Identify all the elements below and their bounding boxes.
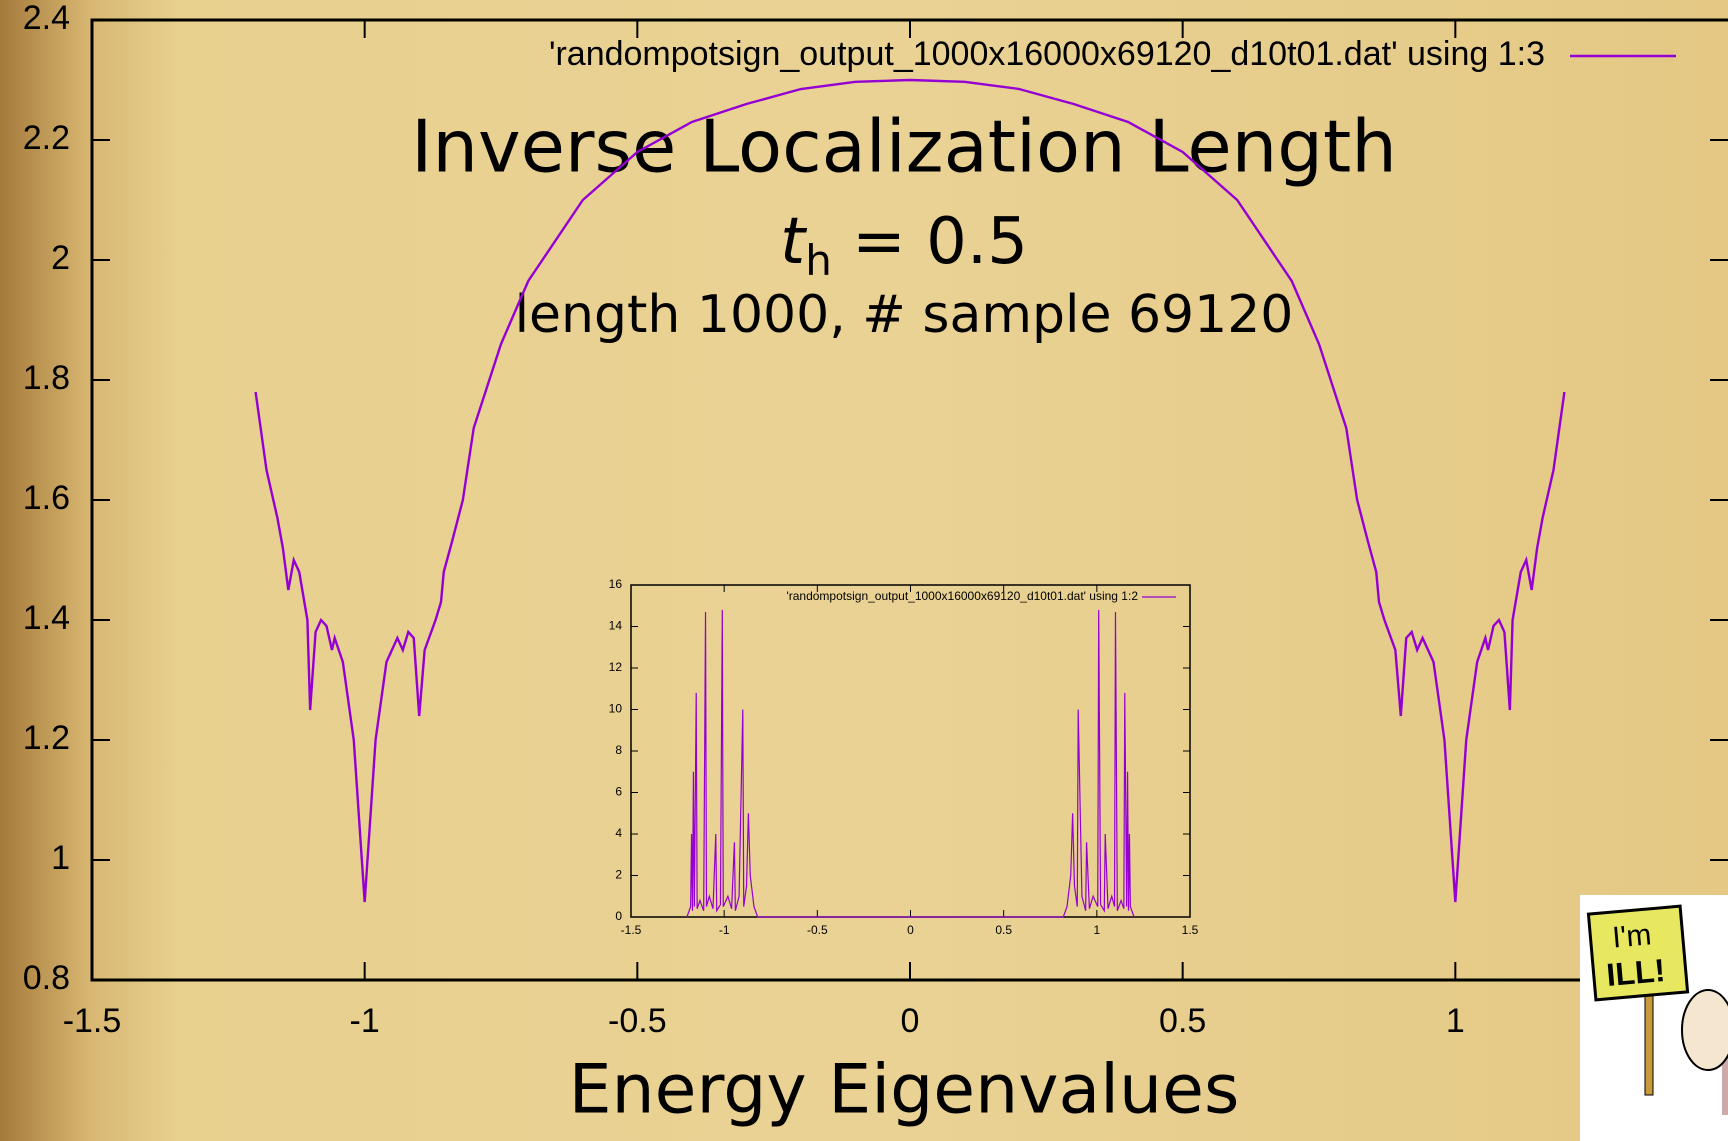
chart-title: Inverse Localization Length: [411, 105, 1397, 189]
y-tick-label: 1: [51, 839, 70, 877]
x-tick-label: 1: [1093, 923, 1100, 937]
sticker-line: I'm: [1611, 918, 1653, 954]
y-tick-label: 1.8: [23, 359, 70, 397]
x-tick-label: -0.5: [608, 1002, 667, 1040]
chart-note: length 1000, # sample 69120: [515, 285, 1294, 345]
y-tick-label: 4: [615, 826, 622, 840]
y-tick-label: 2.4: [23, 0, 70, 37]
x-tick-label: -0.5: [807, 923, 828, 937]
y-tick-label: 1.6: [23, 479, 70, 517]
x-tick-label: 1: [1446, 1002, 1465, 1040]
x-tick-label: 0: [907, 923, 914, 937]
y-tick-label: 8: [615, 743, 622, 757]
legend-label: 'randompotsign_output_1000x16000x69120_d…: [786, 589, 1138, 603]
x-tick-label: -1.5: [621, 923, 642, 937]
y-tick-label: 2: [51, 239, 70, 277]
sign: [1586, 904, 1690, 1002]
sticker-edge: [1722, 1015, 1728, 1115]
y-tick-label: 0.8: [23, 959, 70, 997]
subtitle-var: t: [780, 205, 808, 279]
y-tick-label: 1.4: [23, 599, 70, 637]
sign-post: [1644, 984, 1654, 1096]
chart-subtitle: th = 0.5: [780, 205, 1028, 285]
y-tick-label: 0: [615, 909, 622, 923]
legend-label: 'randompotsign_output_1000x16000x69120_d…: [549, 35, 1545, 73]
y-tick-label: 6: [615, 785, 622, 799]
y-tick-label: 16: [609, 577, 623, 591]
data-line: [686, 609, 1135, 918]
x-tick-label: 1.5: [1182, 923, 1199, 937]
x-tick-label: -1.5: [63, 1002, 122, 1040]
y-tick-label: 2: [615, 868, 622, 882]
cartoon-face: [1681, 989, 1728, 1071]
data-line: [254, 78, 1566, 903]
x-tick-label: -1: [350, 1002, 380, 1040]
x-tick-label: -1: [719, 923, 730, 937]
subtitle-rest: = 0.5: [832, 205, 1028, 279]
y-tick-label: 12: [609, 660, 623, 674]
sticker: I'm ILL!: [1580, 895, 1728, 1141]
subtitle-sub: h: [805, 236, 832, 285]
y-tick-label: 1.2: [23, 719, 70, 757]
y-tick-label: 10: [609, 702, 623, 716]
x-axis-label: Energy Eigenvalues: [569, 1051, 1240, 1130]
x-tick-label: 0.5: [995, 923, 1012, 937]
y-tick-label: 14: [609, 619, 623, 633]
sticker-line: ILL!: [1605, 952, 1667, 993]
x-tick-label: 0.5: [1159, 1002, 1206, 1040]
x-tick-label: 0: [901, 1002, 920, 1040]
y-tick-label: 2.2: [23, 119, 70, 157]
